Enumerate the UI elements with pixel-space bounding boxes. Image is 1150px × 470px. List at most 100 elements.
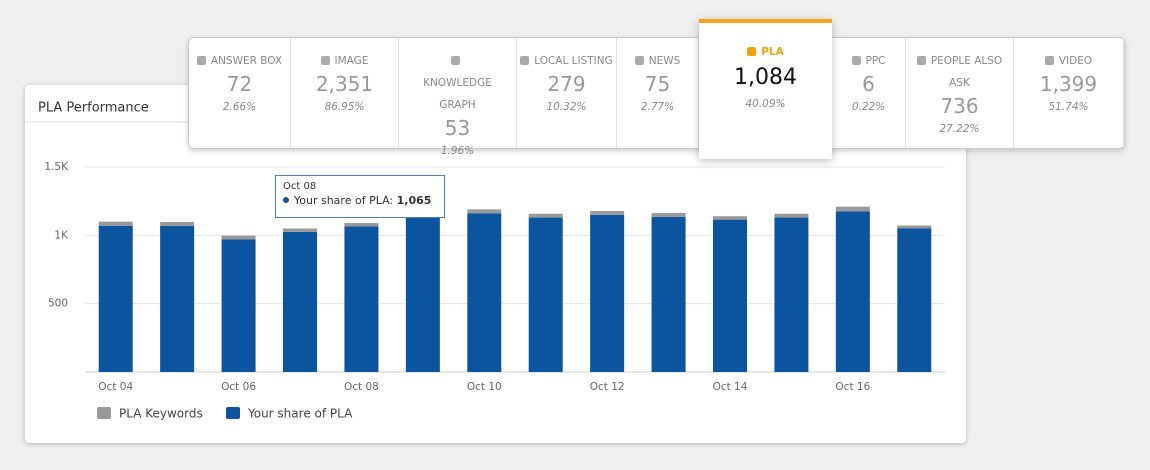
bar-segment bbox=[713, 216, 747, 220]
metric-icon bbox=[320, 56, 330, 65]
metric-label: Image bbox=[291, 50, 398, 72]
bar-segment bbox=[467, 213, 502, 372]
bar-segment bbox=[528, 217, 563, 372]
metrics-bar: Answer Box 72 2.66% Image 2,351 86.95% Knowled… bbox=[188, 19, 1125, 159]
bar-segment bbox=[283, 228, 317, 232]
metric-percent: 2.77% bbox=[640, 101, 675, 113]
chart-title: PLA Performance bbox=[38, 101, 149, 116]
metric-percent: 2.66% bbox=[222, 101, 257, 113]
metric-icon bbox=[520, 56, 530, 65]
x-tick-label: Oct 12 bbox=[590, 381, 625, 393]
bar-segment bbox=[774, 213, 809, 218]
tooltip-value: 1,065 bbox=[396, 194, 432, 207]
metric-percent: 51.74% bbox=[1048, 101, 1089, 113]
x-tick-label: Oct 14 bbox=[713, 381, 748, 393]
metric-icon bbox=[634, 56, 644, 65]
metric-value: 75 bbox=[644, 72, 671, 96]
x-tick-label: Oct 16 bbox=[835, 381, 870, 393]
bar-segment bbox=[98, 221, 133, 226]
metric-label: Video bbox=[1014, 50, 1123, 72]
metric-value: 53 bbox=[444, 116, 471, 140]
metric-label-text: PPC bbox=[865, 55, 886, 67]
metric-value: 72 bbox=[226, 72, 253, 96]
legend-swatch bbox=[97, 407, 111, 419]
metric-label: News bbox=[617, 50, 698, 72]
legend-swatch bbox=[226, 407, 240, 419]
bar-segment bbox=[467, 209, 502, 214]
metric-value: 736 bbox=[940, 94, 979, 118]
metric-icon bbox=[851, 56, 861, 65]
y-tick-label: 500 bbox=[48, 298, 68, 310]
y-tick-label: 1.5K bbox=[44, 161, 69, 173]
metric-label-text: PLA bbox=[761, 46, 784, 58]
metric-card[interactable]: Video 1,399 51.74% bbox=[1014, 38, 1124, 148]
metric-icon bbox=[747, 47, 757, 56]
metric-label-text: Knowledge Graph bbox=[423, 77, 492, 111]
metric-icon bbox=[916, 56, 926, 65]
tooltip: Oct 08 Your share of PLA: 1,065 bbox=[275, 175, 445, 218]
x-tick-label: Oct 06 bbox=[221, 381, 256, 393]
bar-segment bbox=[651, 216, 686, 372]
metric-label-text: News bbox=[648, 55, 681, 67]
metric-card[interactable]: News 75 2.77% bbox=[617, 38, 699, 148]
metric-card[interactable]: PLA 1,084 40.09% bbox=[699, 19, 832, 159]
bar-segment bbox=[651, 213, 686, 217]
tooltip-label: Your share of PLA: bbox=[294, 194, 394, 207]
bar-segment bbox=[160, 221, 195, 227]
bar-segment bbox=[344, 226, 379, 372]
bar-segment bbox=[713, 219, 747, 372]
metric-percent: 1.96% bbox=[440, 145, 475, 157]
metric-label-text: Image bbox=[334, 55, 369, 67]
metric-value: 6 bbox=[862, 72, 875, 96]
bar-segment bbox=[590, 211, 625, 215]
metric-card[interactable]: Knowledge Graph 53 1.96% bbox=[399, 38, 517, 157]
metric-label: Local Listing bbox=[517, 50, 616, 72]
bar-segment bbox=[590, 214, 625, 372]
metric-label: PPC bbox=[832, 50, 905, 72]
bar-segment bbox=[283, 231, 317, 372]
metric-label-text: Video bbox=[1058, 55, 1093, 67]
chart: PLA Performance 500 1K 1.5K Oct 04 Oct 06 Oct… bbox=[25, 101, 945, 421]
metric-label: People Also Ask bbox=[916, 50, 1004, 94]
metric-label: Knowledge Graph bbox=[418, 50, 498, 116]
tooltip-title: Oct 08 bbox=[283, 181, 317, 192]
metric-value: 2,351 bbox=[315, 72, 374, 96]
metric-percent: 40.09% bbox=[745, 98, 786, 110]
bar-segment bbox=[221, 235, 256, 240]
metric-card[interactable]: People Also Ask 736 27.22% bbox=[906, 38, 1014, 148]
bar-segment bbox=[897, 225, 932, 229]
metric-percent: 27.22% bbox=[939, 123, 980, 135]
metric-label: PLA bbox=[699, 41, 832, 63]
metric-label: Answer Box bbox=[189, 50, 290, 72]
x-tick-label: Oct 08 bbox=[344, 381, 379, 393]
metric-icon bbox=[450, 56, 460, 65]
metric-percent: 0.22% bbox=[851, 101, 886, 113]
metric-card[interactable]: PPC 6 0.22% bbox=[832, 38, 906, 148]
metric-card[interactable]: Answer Box 72 2.66% bbox=[189, 38, 291, 148]
bar-segment bbox=[774, 217, 809, 372]
metric-card[interactable]: Image 2,351 86.95% bbox=[291, 38, 399, 148]
metric-icon bbox=[196, 56, 206, 65]
bar-segment bbox=[344, 223, 379, 227]
metric-icon bbox=[1044, 56, 1054, 65]
metric-value: 1,084 bbox=[734, 65, 797, 90]
bar-segment bbox=[221, 239, 256, 372]
metric-label-text: People Also Ask bbox=[930, 55, 1003, 89]
bar-segment bbox=[528, 213, 563, 218]
metric-value: 1,399 bbox=[1039, 72, 1098, 96]
bar-segment bbox=[98, 225, 133, 372]
metric-percent: 86.95% bbox=[324, 101, 365, 113]
metric-percent: 10.32% bbox=[546, 101, 587, 113]
bar-segment bbox=[405, 216, 440, 372]
bar-segment bbox=[835, 211, 870, 372]
x-tick-label: Oct 04 bbox=[98, 381, 133, 393]
metric-card[interactable]: Local Listing 279 10.32% bbox=[517, 38, 617, 148]
metric-value: 279 bbox=[547, 72, 586, 96]
legend-label: PLA Keywords bbox=[119, 407, 203, 421]
metric-label-text: Answer Box bbox=[210, 55, 283, 67]
bar-segment bbox=[897, 228, 932, 372]
bar-segment bbox=[160, 226, 195, 372]
bar-segment bbox=[835, 206, 870, 212]
metric-label-text: Local Listing bbox=[534, 55, 613, 67]
